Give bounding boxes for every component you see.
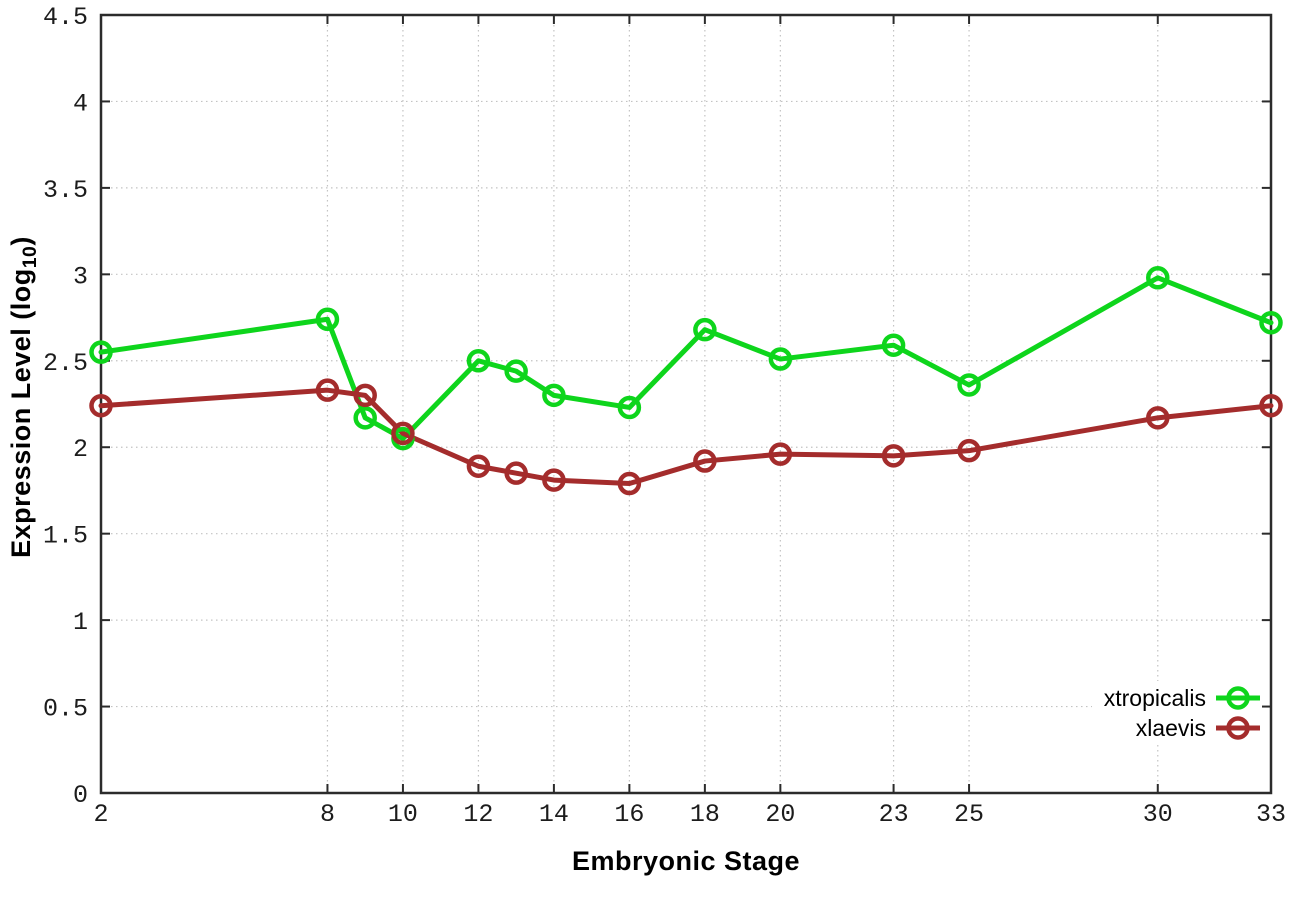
series-xtropicalis-point <box>617 395 642 420</box>
series-xtropicalis-point <box>466 349 491 373</box>
series-xlaevis-point <box>1259 393 1283 418</box>
y-tick-label: 0 <box>73 781 88 810</box>
series-xtropicalis-point <box>353 406 377 430</box>
series-xlaevis-point <box>881 444 906 468</box>
series-xlaevis-point <box>542 468 566 492</box>
y-tick-label: 2 <box>73 435 88 464</box>
series-xtropicalis-point <box>89 340 113 364</box>
legend-label: xtropicalis <box>1103 684 1206 711</box>
x-tick-label: 10 <box>388 800 418 829</box>
series-xlaevis-point <box>353 383 377 408</box>
y-axis-title-close: ) <box>5 236 36 246</box>
series-xtropicalis-point <box>1146 266 1170 290</box>
series-xtropicalis-line <box>98 275 1274 442</box>
series-xtropicalis-point <box>315 307 340 332</box>
series-xlaevis-point <box>693 449 717 473</box>
plot-border <box>99 13 1273 795</box>
y-tick-label: 1.5 <box>43 522 88 551</box>
y-tick-label: 2.5 <box>43 349 88 378</box>
legend-marker-xtropicalis <box>1216 686 1260 710</box>
legend-sample-point <box>1226 686 1250 710</box>
x-tick-label: 18 <box>690 800 720 829</box>
y-axis-title-subscript: 10 <box>19 245 42 269</box>
legend-item-xtropicalis: xtropicalis <box>1104 683 1262 713</box>
y-tick-label: 4.5 <box>43 3 88 32</box>
y-tick-label: 3.5 <box>43 176 88 205</box>
y-tick-label: 3 <box>73 262 88 291</box>
series-xlaevis-point <box>617 471 642 496</box>
series-xlaevis-point <box>504 461 528 485</box>
x-axis-title: Embryonic Stage <box>571 846 801 876</box>
series-xtropicalis-point <box>768 347 793 371</box>
legend-sample-point <box>1226 716 1250 740</box>
x-tick-label: 2 <box>93 800 108 829</box>
series-xlaevis-line <box>98 387 1274 487</box>
series-xlaevis-point <box>957 438 981 463</box>
x-tick-label: 14 <box>539 800 569 829</box>
series-xtropicalis-point <box>693 317 717 342</box>
y-axis-title-text: Expression Level (log <box>5 268 36 558</box>
series-xtropicalis-point <box>957 373 981 397</box>
x-tick-label: 20 <box>765 800 795 829</box>
x-tick-label: 8 <box>320 800 335 829</box>
y-tick-label: 4 <box>73 89 88 118</box>
legend: xtropicalis xlaevis <box>1091 681 1262 745</box>
x-tick-label: 25 <box>954 800 984 829</box>
series-xlaevis-point <box>315 378 340 402</box>
series-xtropicalis-point <box>542 383 566 408</box>
series-xtropicalis-point <box>881 333 906 357</box>
series-xtropicalis-point <box>1259 310 1283 335</box>
x-tick-label: 12 <box>463 800 493 829</box>
y-tick-label: 0.5 <box>43 695 88 724</box>
series-xlaevis-point <box>391 421 415 446</box>
series-xtropicalis-point <box>504 359 528 383</box>
legend-item-xlaevis: xlaevis <box>1104 713 1262 743</box>
y-axis-title: Expression Level (log10) <box>6 236 42 558</box>
series-xlaevis-point <box>466 454 491 478</box>
x-tick-label: 16 <box>614 800 644 829</box>
x-tick-label: 30 <box>1143 800 1173 829</box>
legend-label: xlaevis <box>1135 714 1206 741</box>
series-xlaevis-point <box>768 442 793 466</box>
series-xlaevis-point <box>1146 406 1170 430</box>
legend-marker-xlaevis <box>1216 716 1260 740</box>
x-tick-label: 23 <box>879 800 909 829</box>
x-tick-label: 33 <box>1256 800 1286 829</box>
series-xlaevis-point <box>89 393 113 418</box>
y-tick-label: 1 <box>73 608 88 637</box>
